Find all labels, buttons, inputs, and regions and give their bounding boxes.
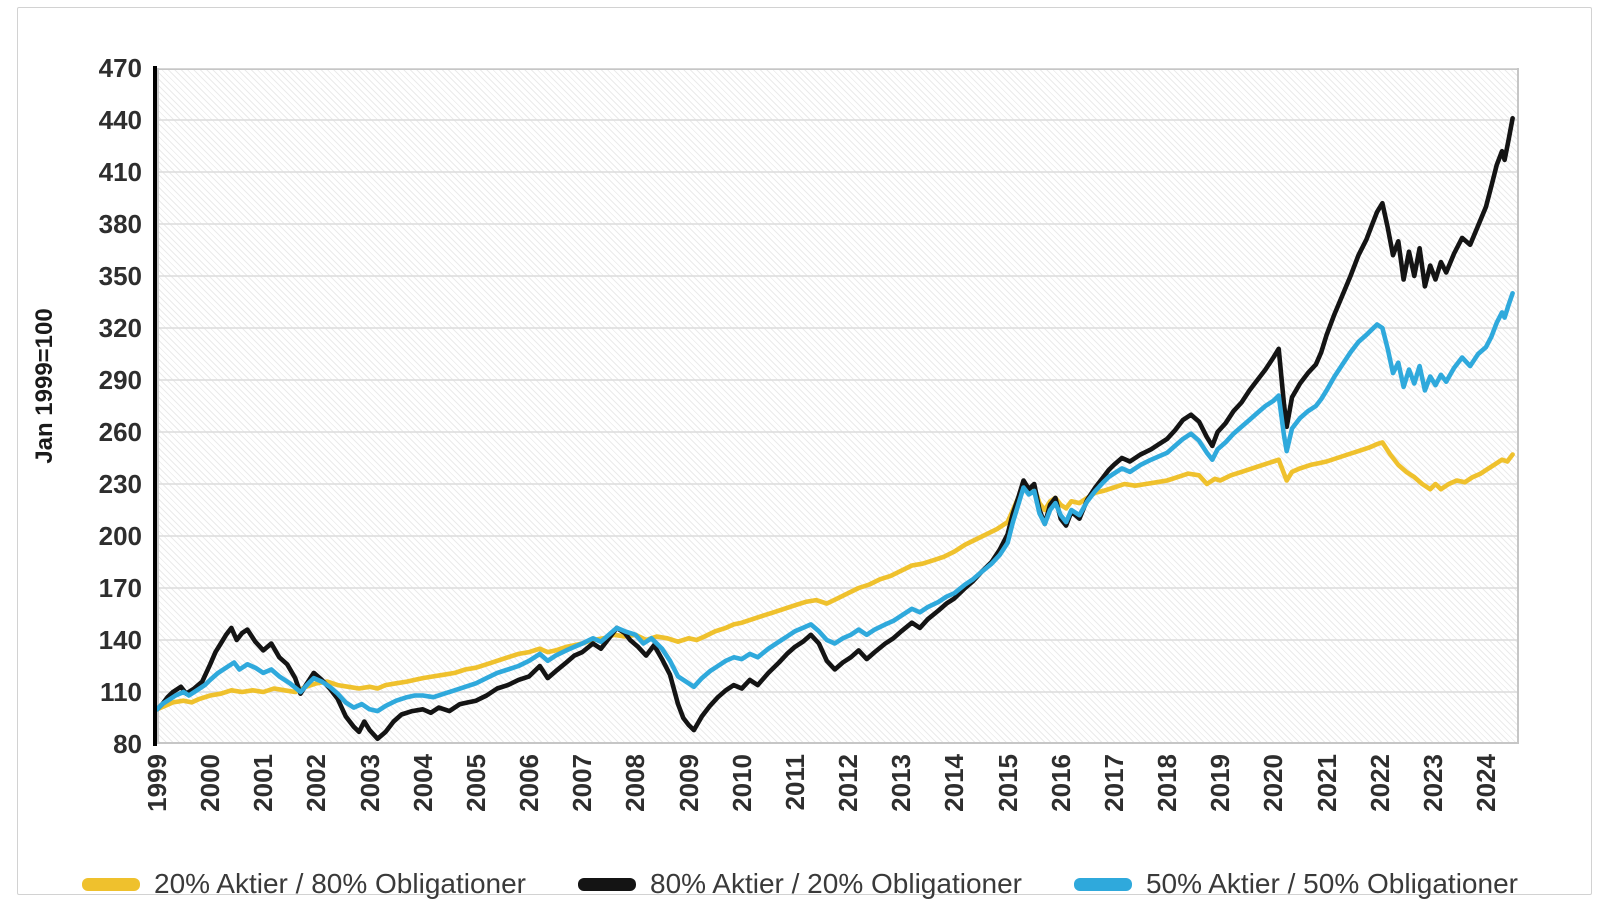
legend-label: 80% Aktier / 20% Obligationer bbox=[650, 868, 1022, 899]
legend-item-80-20: 80% Aktier / 20% Obligationer bbox=[578, 868, 1022, 900]
x-tick-label: 2019 bbox=[1205, 754, 1236, 812]
y-axis-line bbox=[153, 66, 157, 746]
x-tick-label: 2005 bbox=[460, 754, 491, 812]
window-frame-border bbox=[17, 7, 1592, 895]
x-tick-label: 1999 bbox=[142, 754, 172, 812]
y-tick-label: 350 bbox=[98, 261, 142, 291]
y-tick-label: 320 bbox=[98, 313, 142, 343]
x-tick-label: 2024 bbox=[1471, 754, 1502, 812]
legend-item-50-50: 50% Aktier / 50% Obligationer bbox=[1073, 868, 1518, 900]
x-tick-label: 2003 bbox=[354, 754, 385, 812]
series-layer bbox=[157, 68, 1517, 742]
y-tick-label: 230 bbox=[98, 469, 142, 499]
legend-swatch-yellow bbox=[82, 877, 141, 891]
x-tick-label: 2010 bbox=[726, 754, 757, 812]
y-tick-label: 110 bbox=[100, 677, 142, 707]
x-tick-label: 2021 bbox=[1311, 754, 1342, 812]
legend-label: 50% Aktier / 50% Obligationer bbox=[1145, 868, 1518, 899]
x-tick-label: 2011 bbox=[779, 754, 810, 811]
x-tick-label: 2007 bbox=[567, 754, 598, 812]
x-tick-label: 2009 bbox=[673, 754, 704, 812]
series-line-2 bbox=[157, 291, 1515, 714]
y-tick-label: 410 bbox=[98, 157, 142, 187]
x-tick-label: 2018 bbox=[1152, 754, 1183, 812]
x-tick-label: 2020 bbox=[1258, 754, 1289, 812]
y-tick-label: 170 bbox=[98, 573, 142, 603]
legend-item-20-80: 20% Aktier / 80% Obligationer bbox=[82, 868, 526, 900]
x-tick-label: 2023 bbox=[1417, 754, 1448, 812]
chart-legend: 20% Aktier / 80% Obligationer 80% Aktier… bbox=[0, 868, 1600, 900]
x-tick-label: 2001 bbox=[248, 754, 279, 812]
x-tick-label: 2002 bbox=[301, 754, 332, 812]
x-tick-label: 2004 bbox=[407, 754, 438, 812]
legend-swatch-blue bbox=[1073, 877, 1132, 891]
y-tick-label: 290 bbox=[98, 365, 142, 395]
y-tick-label: 140 bbox=[98, 625, 142, 655]
x-tick-label: 2014 bbox=[939, 754, 970, 812]
x-tick-label: 2017 bbox=[1098, 754, 1129, 812]
plot-area bbox=[157, 68, 1519, 744]
x-tick-label: 2022 bbox=[1364, 754, 1395, 812]
series-line-0 bbox=[157, 440, 1515, 712]
x-tick-label: 2008 bbox=[620, 754, 651, 812]
y-tick-label: 470 bbox=[98, 53, 142, 83]
legend-swatch-black bbox=[578, 877, 636, 891]
y-tick-label: 440 bbox=[98, 105, 142, 135]
x-tick-label: 2012 bbox=[833, 754, 864, 812]
x-tick-label: 2013 bbox=[886, 754, 917, 812]
y-tick-label: 80 bbox=[113, 729, 142, 759]
x-tick-label: 2015 bbox=[992, 754, 1023, 812]
x-tick-label: 2000 bbox=[195, 754, 226, 812]
y-tick-label: 380 bbox=[98, 209, 142, 239]
y-tick-label: 200 bbox=[98, 521, 142, 551]
legend-label: 20% Aktier / 80% Obligationer bbox=[154, 868, 526, 899]
y-tick-label: 260 bbox=[98, 417, 142, 447]
x-tick-label: 2016 bbox=[1045, 754, 1076, 812]
x-tick-label: 2006 bbox=[514, 754, 545, 812]
series-line-1 bbox=[157, 116, 1515, 742]
